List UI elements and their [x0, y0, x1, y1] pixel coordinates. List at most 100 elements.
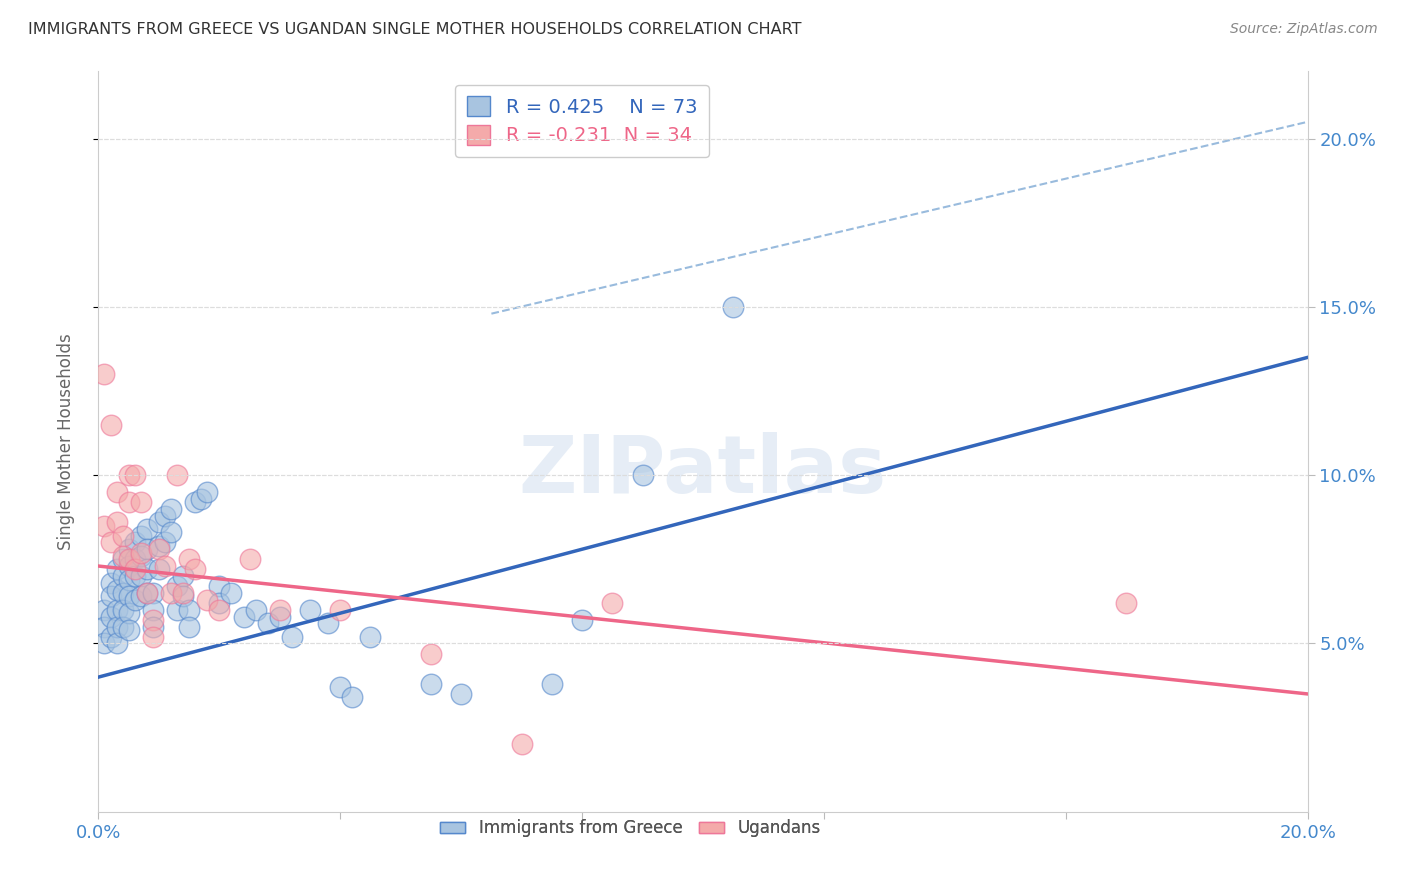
Point [184, 562, 207, 576]
Point [602, 596, 624, 610]
Point [105, 582, 128, 597]
Point [148, 539, 170, 553]
Point [329, 680, 352, 694]
Point [124, 468, 146, 483]
Point [232, 609, 254, 624]
Point [118, 559, 141, 574]
Text: IMMIGRANTS FROM GREECE VS UGANDAN SINGLE MOTHER HOUSEHOLDS CORRELATION CHART: IMMIGRANTS FROM GREECE VS UGANDAN SINGLE… [28, 22, 801, 37]
Point [420, 677, 443, 691]
Point [100, 575, 122, 590]
Point [148, 516, 170, 530]
Point [256, 616, 278, 631]
Point [342, 690, 364, 705]
Point [118, 542, 141, 557]
Point [269, 603, 291, 617]
Point [111, 603, 134, 617]
Point [172, 590, 194, 604]
Point [142, 603, 165, 617]
Point [190, 491, 212, 506]
Text: ZIPatlas: ZIPatlas [519, 432, 887, 510]
Point [269, 609, 291, 624]
Point [166, 579, 188, 593]
Point [118, 606, 141, 620]
Point [135, 586, 157, 600]
Point [1115, 596, 1137, 610]
Point [105, 636, 128, 650]
Point [166, 603, 188, 617]
Point [124, 535, 146, 549]
Point [129, 545, 152, 560]
Point [124, 569, 146, 583]
Point [100, 630, 122, 644]
Legend: Immigrants from Greece, Ugandans: Immigrants from Greece, Ugandans [433, 813, 827, 844]
Point [540, 677, 562, 691]
Point [160, 586, 183, 600]
Point [118, 552, 141, 566]
Point [148, 542, 170, 557]
Point [105, 619, 128, 633]
Point [245, 603, 267, 617]
Point [118, 573, 141, 587]
Point [179, 603, 201, 617]
Point [124, 552, 146, 566]
Point [142, 619, 165, 633]
Point [135, 586, 157, 600]
Point [118, 468, 141, 483]
Point [129, 590, 152, 604]
Point [208, 579, 231, 593]
Point [221, 586, 243, 600]
Point [208, 603, 231, 617]
Point [93, 619, 115, 633]
Point [93, 518, 115, 533]
Point [93, 368, 115, 382]
Point [571, 613, 593, 627]
Point [631, 468, 654, 483]
Point [142, 586, 165, 600]
Point [510, 738, 533, 752]
Point [105, 516, 128, 530]
Point [160, 525, 183, 540]
Point [124, 592, 146, 607]
Point [153, 535, 176, 549]
Point [118, 495, 141, 509]
Point [179, 619, 201, 633]
Point [93, 636, 115, 650]
Text: Source: ZipAtlas.com: Source: ZipAtlas.com [1230, 22, 1378, 37]
Point [184, 495, 207, 509]
Point [135, 562, 157, 576]
Point [172, 569, 194, 583]
Point [208, 596, 231, 610]
Point [129, 495, 152, 509]
Point [129, 549, 152, 563]
Point [450, 687, 472, 701]
Point [129, 529, 152, 543]
Point [179, 552, 201, 566]
Point [118, 590, 141, 604]
Point [111, 549, 134, 563]
Point [111, 552, 134, 566]
Point [316, 616, 339, 631]
Point [129, 569, 152, 583]
Point [195, 485, 218, 500]
Y-axis label: Single Mother Households: Single Mother Households [56, 334, 75, 549]
Point [111, 569, 134, 583]
Point [93, 603, 115, 617]
Point [100, 535, 122, 549]
Point [100, 590, 122, 604]
Point [148, 562, 170, 576]
Point [329, 603, 352, 617]
Point [135, 542, 157, 557]
Point [239, 552, 262, 566]
Point [135, 522, 157, 536]
Point [100, 417, 122, 432]
Point [166, 468, 188, 483]
Point [111, 619, 134, 633]
Point [420, 647, 443, 661]
Point [281, 630, 304, 644]
Point [105, 562, 128, 576]
Point [160, 501, 183, 516]
Point [360, 630, 382, 644]
Point [105, 485, 128, 500]
Point [142, 630, 165, 644]
Point [723, 300, 745, 314]
